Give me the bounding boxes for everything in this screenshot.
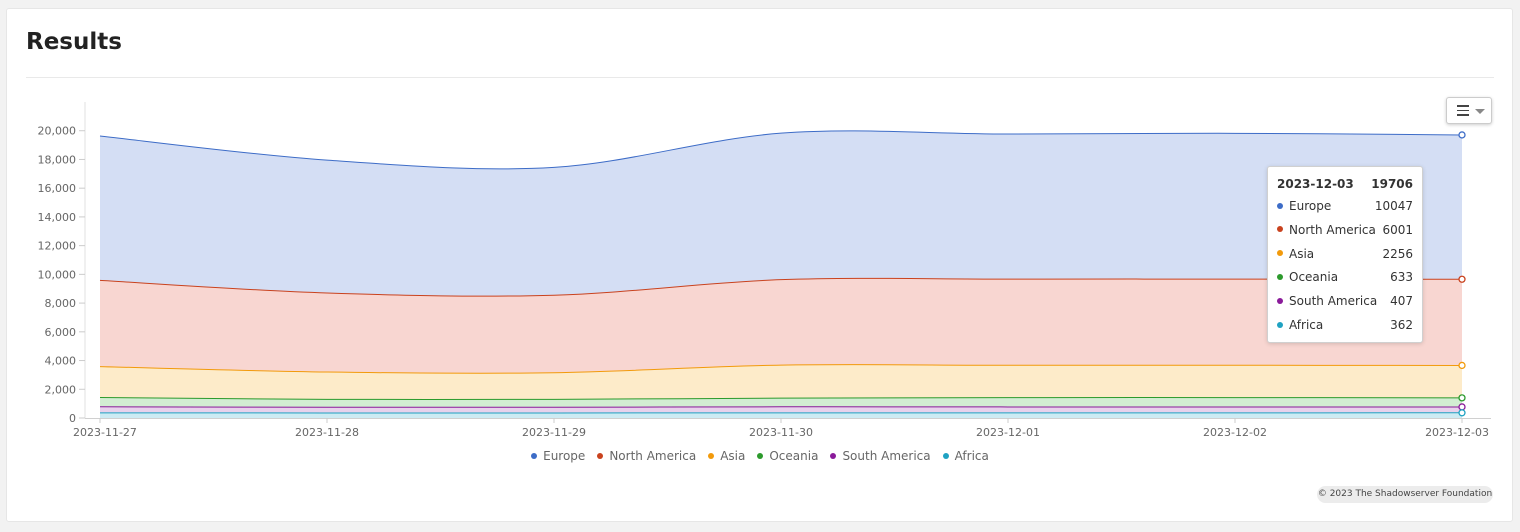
tooltip-row: South America 407 [1277,294,1413,310]
tooltip-row: Oceania 633 [1277,270,1413,286]
legend-item[interactable]: North America [597,449,696,463]
series-dot-icon [1277,226,1283,233]
y-tick-label: 20,000 [38,125,77,138]
series-dot-icon [1277,321,1283,328]
legend-item[interactable]: Oceania [757,449,818,463]
y-tick-label: 4,000 [45,355,77,368]
tooltip-series-value: 2256 [1382,246,1413,261]
series-dot-icon [1277,202,1283,209]
tooltip-series-name: South America [1289,294,1378,309]
y-tick-label: 12,000 [38,240,77,253]
area-north-america [100,278,1462,374]
legend-label: Europe [543,449,586,463]
x-tick-label: 2023-11-28 [295,426,359,439]
tooltip-total: 19706 [1371,177,1413,191]
tooltip-row: Asia 2256 [1277,247,1413,263]
tooltip-series-value: 10047 [1374,199,1413,213]
legend-label: Oceania [769,449,819,463]
legend-item[interactable]: Asia [708,449,745,463]
y-tick-label: 0 [69,412,76,425]
y-tick-label: 10,000 [38,268,77,281]
x-tick-label: 2023-12-01 [976,426,1040,439]
tooltip-row: North America 6001 [1277,223,1413,239]
legend-item[interactable]: Europe [531,449,585,463]
hover-marker-asia [1458,361,1466,370]
area-africa [100,412,1462,418]
y-tick-label: 2,000 [45,383,77,396]
y-tick-label: 16,000 [38,182,77,195]
chart-credits[interactable]: © 2023 The Shadowserver Foundation [1317,486,1493,503]
hover-marker-south-america [1458,403,1466,411]
legend-dot-icon [830,452,837,459]
x-tick-label: 2023-12-02 [1203,426,1267,439]
tooltip-row: Africa 362 [1277,318,1413,334]
hamburger-menu-icon [1457,105,1469,116]
legend-dot-icon [757,452,764,459]
chart-tooltip: 2023-12-03 19706 Europe 10047 North Americ… [1267,166,1423,343]
tooltip-date: 2023-12-03 [1277,177,1354,191]
series-dot-icon [1277,273,1283,280]
hover-marker-europe [1458,131,1466,139]
x-tick-label: 2023-12-03 [1425,426,1489,439]
tooltip-series-name: Oceania [1289,270,1339,285]
legend-dot-icon [597,452,604,459]
series-line-asia [99,364,1463,374]
area-south-america [100,406,1462,413]
tooltip-series-value: 362 [1390,318,1413,332]
area-europe [100,130,1462,297]
y-tick-label: 8,000 [45,297,77,310]
series-line-europe [99,130,1463,170]
legend-label: North America [609,449,697,463]
title-divider [26,77,1494,78]
page-title: Results [26,29,122,55]
legend-label: Asia [720,449,746,463]
tooltip-series-value: 633 [1390,270,1413,285]
chart-menu-button[interactable] [1446,97,1492,124]
tooltip-series-name: Europe [1289,199,1332,213]
hover-marker-africa [1458,409,1466,417]
chart-legend: Europe North America Asia Oceania South Amer… [0,449,1520,467]
y-tick-label: 14,000 [38,211,77,224]
legend-label: South America [842,449,931,463]
series-dot-icon [1277,297,1283,304]
tooltip-series-name: North America [1289,222,1376,237]
tooltip-row: Europe 10047 [1277,199,1413,215]
legend-item[interactable]: Africa [942,449,989,463]
x-tick-label: 2023-11-27 [73,426,137,439]
series-line-oceania [99,396,1463,401]
tooltip-series-name: Asia [1289,246,1315,261]
y-tick-label: 18,000 [38,153,77,166]
legend-item[interactable]: South America [830,449,931,463]
hover-marker-oceania [1458,394,1466,402]
tooltip-series-value: 407 [1390,294,1413,309]
tooltip-series-name: Africa [1289,318,1324,332]
hover-marker-north-america [1458,275,1466,283]
legend-dot-icon [942,452,949,459]
tooltip-series-value: 6001 [1382,222,1413,237]
series-dot-icon [1277,250,1283,257]
x-tick-label: 2023-11-29 [522,426,586,439]
y-tick-label: 6,000 [45,326,77,339]
legend-label: Africa [954,449,989,463]
tooltip-header: 2023-12-03 19706 [1277,177,1413,191]
legend-dot-icon [708,452,715,459]
caret-down-icon [1475,109,1485,114]
x-tick-label: 2023-11-30 [749,426,813,439]
series-line-north-america [99,277,1463,297]
legend-dot-icon [531,452,538,459]
